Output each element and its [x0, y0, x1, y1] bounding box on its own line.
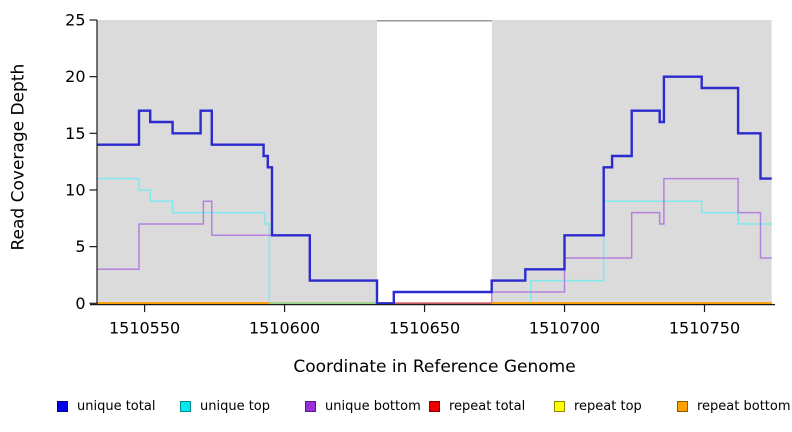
repeat-total-swatch-icon [429, 400, 440, 412]
y-tick-label: 15 [65, 124, 85, 143]
x-axis-title: Coordinate in Reference Genome [293, 357, 576, 377]
x-tick-label: 1510600 [249, 319, 320, 338]
y-tick-label: 25 [65, 11, 85, 30]
legend-item-repeat-top: repeat top [554, 396, 642, 416]
legend-item-unique-bottom: unique bottom [305, 396, 421, 416]
y-axis-title: Read Coverage Depth [8, 63, 29, 251]
x-tick-label: 1510750 [669, 319, 740, 338]
series-unique-total [97, 75, 772, 305]
unique-bottom-swatch-icon [305, 400, 316, 412]
x-tick-label: 1510700 [529, 319, 600, 338]
x-tick-label: 1510550 [109, 319, 180, 338]
legend-item-unique-top: unique top [180, 396, 270, 416]
coverage-plot: 0 5 10 15 20 25 1510550 1510600 1510650 1510700 15… [65, 11, 775, 338]
legend-label: repeat top [574, 398, 642, 414]
repeat-region-band [376, 21, 492, 305]
x-tick-label: 1510650 [389, 319, 460, 338]
repeat-top-swatch-icon [554, 400, 565, 412]
y-tick-label: 0 [75, 294, 85, 313]
legend-label: unique bottom [325, 398, 421, 414]
legend-label: unique top [200, 398, 271, 414]
legend-label: repeat total [449, 398, 526, 414]
y-tick-label: 20 [65, 67, 85, 86]
series-unique-top [97, 177, 772, 305]
legend: unique total unique top unique bottom re… [0, 396, 792, 420]
legend-label: repeat bottom [697, 398, 791, 414]
legend-item-repeat-total: repeat total [429, 396, 525, 416]
unique-total-swatch-icon [57, 400, 68, 412]
legend-item-unique-total: unique total [57, 396, 155, 416]
unique-top-swatch-icon [180, 400, 191, 412]
series-unique-bottom [97, 177, 772, 305]
legend-item-repeat-bottom: repeat bottom [677, 396, 791, 416]
y-tick-label: 5 [75, 237, 85, 256]
repeat-bottom-swatch-icon [677, 400, 688, 412]
y-tick-label: 10 [65, 180, 85, 199]
legend-label: unique total [77, 398, 156, 414]
